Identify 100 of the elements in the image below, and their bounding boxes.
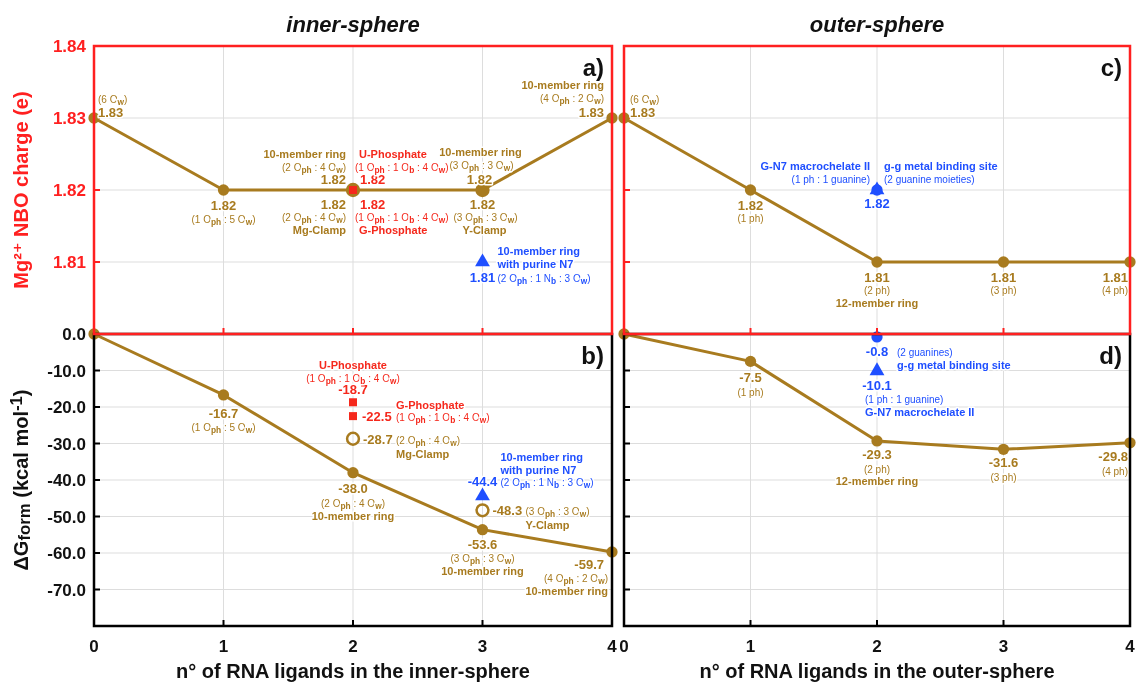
annotation: (4 ph) <box>1101 465 1128 477</box>
annotation: (1 O$_{ph}$ : 5 O$_{w}$) <box>191 421 256 435</box>
x-axis-title: n° of RNA ligands in the outer-sphere <box>699 660 1055 682</box>
data-label: 1.82 <box>320 197 346 212</box>
point <box>217 184 230 196</box>
annotation: (2 O$_{ph}$ : 4 O$_{w}$) <box>396 434 460 448</box>
data-label: -10.1 <box>862 377 892 393</box>
y-tick-label: 1.82 <box>52 181 86 200</box>
annotation: (3 O$_{ph}$ : 3 O$_{w}$) <box>449 160 514 173</box>
point <box>871 435 883 447</box>
point <box>217 389 230 401</box>
point <box>349 398 357 407</box>
data-label: 1.81 <box>864 270 890 285</box>
annotation: (6 O$_{w}$) <box>98 94 128 107</box>
x-axis-title: n° of RNA ligands in the inner-sphere <box>176 660 530 682</box>
annotation: 10-member ring <box>263 148 346 160</box>
annotation: (3 O$_{ph}$ : 3 O$_{w}$) <box>525 506 590 520</box>
data-label: -22.5 <box>362 409 392 425</box>
point <box>744 355 757 368</box>
annotation: Y-Clamp <box>525 519 570 532</box>
y-tick-label: -20.0 <box>47 398 86 417</box>
data-label: 1.83 <box>578 105 604 120</box>
annotation: (1 ph) <box>737 387 764 399</box>
data-label: -7.5 <box>739 370 762 386</box>
annotation: (4 O$_{ph}$ : 2 O$_{w}$) <box>544 572 608 586</box>
y-tick-label: -40.0 <box>47 471 86 490</box>
annotation: U-Phosphate <box>319 359 387 372</box>
data-label: 1.83 <box>98 105 124 120</box>
x-tick-label: 1 <box>218 637 229 656</box>
annotation: (1 ph : 1 guanine) <box>865 393 944 405</box>
annotation: G-N7 macrochelate II <box>865 405 975 418</box>
point <box>345 431 361 446</box>
annotation: 1.82 <box>360 197 386 212</box>
y-tick-label: 0.0 <box>62 325 86 344</box>
annotation: (3 O$_{ph}$ : 3 O$_{w}$) <box>450 552 515 566</box>
data-label: 1.81 <box>469 270 496 285</box>
annotation: G-N7 macrochelate II <box>760 160 870 172</box>
point <box>349 412 357 421</box>
annotation: Mg-Clamp <box>292 224 347 236</box>
point <box>475 503 490 518</box>
annotation: g-g metal binding site <box>884 160 998 172</box>
annotation: a) <box>582 54 604 81</box>
x-tick-label: 2 <box>348 637 358 656</box>
data-label: 1.82 <box>210 198 237 213</box>
annotation: 10-member ring <box>500 451 584 464</box>
data-label: 1.82 <box>320 172 346 187</box>
point <box>475 253 490 267</box>
annotation: 12-member ring <box>835 474 919 487</box>
annotation: (2 O$_{ph}$ : 4 O$_{w}$) <box>321 497 385 511</box>
data-label: -28.7 <box>363 431 393 447</box>
annotation: Y-Clamp <box>462 224 507 236</box>
annotation: with purine N7 <box>496 258 574 270</box>
annotation: (2 ph) <box>863 285 891 296</box>
x-tick-label: 0 <box>89 637 99 656</box>
data-label: 1.82 <box>469 197 496 212</box>
point <box>869 362 885 376</box>
annotation: Mg-Clamp <box>396 447 450 460</box>
x-tick-label: 4 <box>607 637 618 656</box>
annotation: (1 ph) <box>737 213 764 224</box>
annotation: 12-member ring <box>835 297 919 309</box>
x-tick-label: 0 <box>619 637 629 656</box>
data-label: -29.8 <box>1098 448 1128 464</box>
data-label: 1.83 <box>630 105 656 120</box>
data-label: 1.81 <box>1102 270 1128 285</box>
data-label: 1.82 <box>737 198 764 213</box>
data-label: -0.8 <box>865 343 889 359</box>
annotation: 10-member ring <box>439 146 522 158</box>
annotation: (2 O$_{ph}$ : 1 N$_{b}$ : 3 O$_{w}$) <box>500 477 594 491</box>
x-tick-label: 1 <box>745 637 756 656</box>
annotation: (4 ph) <box>1101 285 1128 296</box>
annotation: (2 ph) <box>863 463 891 475</box>
annotation: g-g metal binding site <box>897 358 1011 371</box>
y-tick-label: -60.0 <box>47 544 86 563</box>
annotation: (6 O$_{w}$) <box>630 94 660 107</box>
annotation: U-Phosphate <box>359 148 427 160</box>
y-tick-label: -50.0 <box>47 507 86 527</box>
data-label: -44.4 <box>467 474 499 490</box>
annotation: 10-member ring <box>441 564 524 577</box>
data-label: -29.3 <box>862 446 892 462</box>
annotation: (1 O$_{ph}$ : 1 O$_{b}$ : 4 O$_{w}$) <box>396 412 490 426</box>
y-tick-label: 1.83 <box>52 109 86 128</box>
chart-title: outer-sphere <box>809 12 945 37</box>
data-label: 1.82 <box>864 196 890 211</box>
x-tick-label: 3 <box>998 637 1009 656</box>
y-tick-label: 1.84 <box>52 37 87 56</box>
y-tick-label: 1.81 <box>52 253 86 272</box>
data-label: -38.0 <box>338 480 368 496</box>
annotation: 10-member ring <box>311 509 395 522</box>
annotation: (3 ph) <box>990 472 1017 484</box>
annotation: (2 guanine moieties) <box>884 174 975 185</box>
data-label: 1.81 <box>990 270 1017 285</box>
data-label: 1.82 <box>466 172 493 187</box>
x-tick-label: 2 <box>872 637 882 656</box>
chart-title: inner-sphere <box>286 12 420 37</box>
annotation: (2 guanines) <box>897 346 953 358</box>
data-label: -53.6 <box>467 536 498 552</box>
data-label: -48.3 <box>492 503 523 519</box>
annotation: G-Phosphate <box>396 399 465 412</box>
annotation: b) <box>581 342 604 369</box>
point <box>997 443 1010 455</box>
